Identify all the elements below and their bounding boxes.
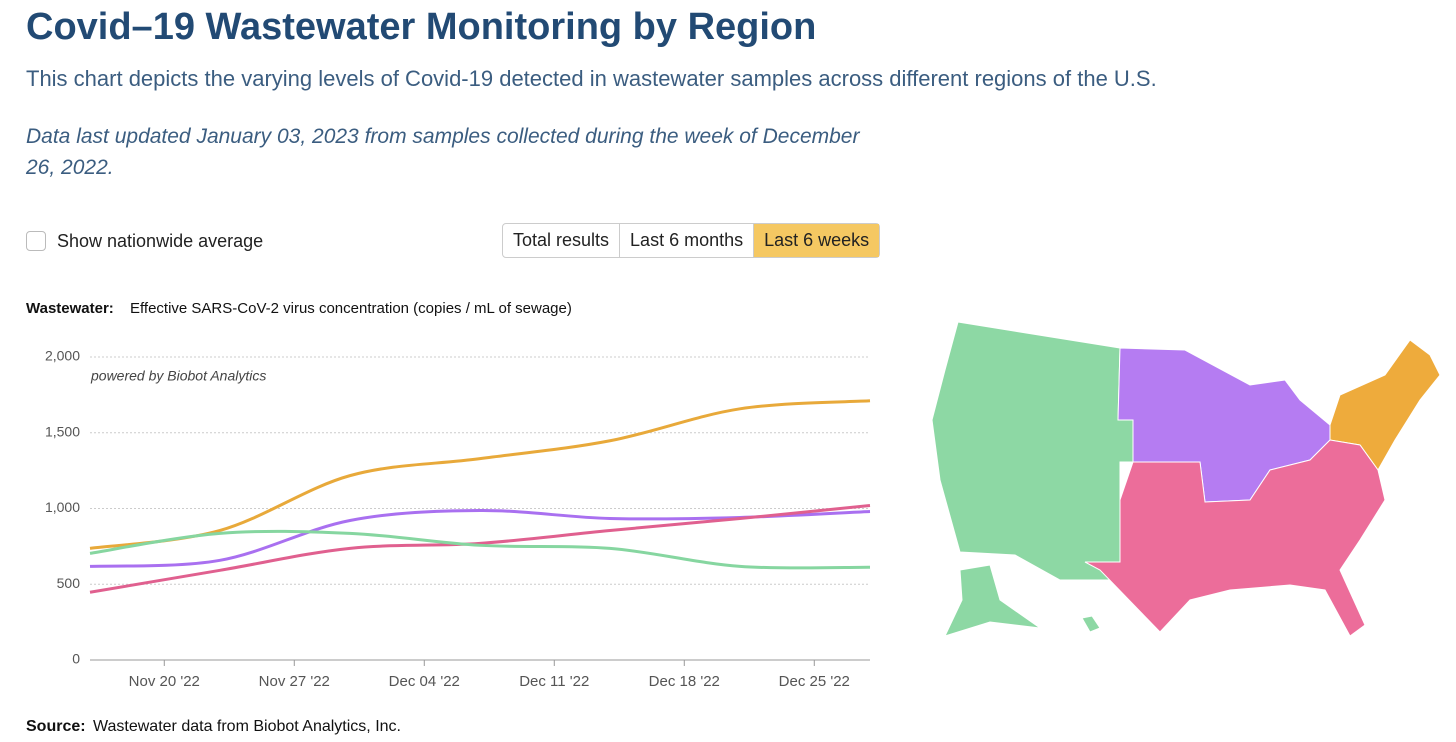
x-tick-label: Nov 27 '22 xyxy=(259,673,330,690)
y-tick-label: 2,000 xyxy=(45,348,80,364)
y-tick-label: 0 xyxy=(72,651,80,667)
source-lead: Source: xyxy=(26,718,86,735)
range-button[interactable]: Total results xyxy=(503,224,621,257)
x-tick-label: Nov 20 '22 xyxy=(129,673,200,690)
map-region-south[interactable] xyxy=(1084,439,1386,637)
range-button[interactable]: Last 6 weeks xyxy=(754,224,880,257)
range-button[interactable]: Last 6 months xyxy=(620,224,755,257)
map-region-west[interactable] xyxy=(931,321,1134,581)
y-label: Effective SARS-CoV-2 virus concentration… xyxy=(130,300,572,317)
y-tick-label: 1,500 xyxy=(45,423,80,439)
map-region-west[interactable] xyxy=(1081,615,1101,633)
series-line xyxy=(89,508,871,568)
y-label-lead: Wastewater: xyxy=(26,300,114,317)
checkbox-label[interactable]: Show nationwide average xyxy=(57,231,264,251)
series-line xyxy=(89,529,871,570)
source-text: Wastewater data from Biobot Analytics, I… xyxy=(93,718,401,735)
y-tick-label: 500 xyxy=(57,575,81,591)
series-line xyxy=(89,503,871,594)
annotation: powered by Biobot Analytics xyxy=(90,368,266,384)
map-region-west[interactable] xyxy=(944,564,1041,637)
x-tick-label: Dec 25 '22 xyxy=(779,673,850,690)
subtitle: This chart depicts the varying levels of… xyxy=(26,66,1157,91)
range-toggle: Total results Last 6 months Last 6 weeks xyxy=(502,223,881,258)
series-line xyxy=(89,399,871,550)
x-tick-label: Dec 18 '22 xyxy=(649,673,720,690)
page-title: Covid–19 Wastewater Monitoring by Region xyxy=(26,6,817,48)
checkbox[interactable] xyxy=(26,231,46,251)
us-map xyxy=(931,321,1441,637)
x-tick-label: Dec 11 '22 xyxy=(519,673,589,690)
y-tick-label: 1,000 xyxy=(45,499,80,515)
x-tick-label: Dec 04 '22 xyxy=(389,673,460,690)
update-note: Data last updated January 03, 2023 from … xyxy=(26,125,860,179)
